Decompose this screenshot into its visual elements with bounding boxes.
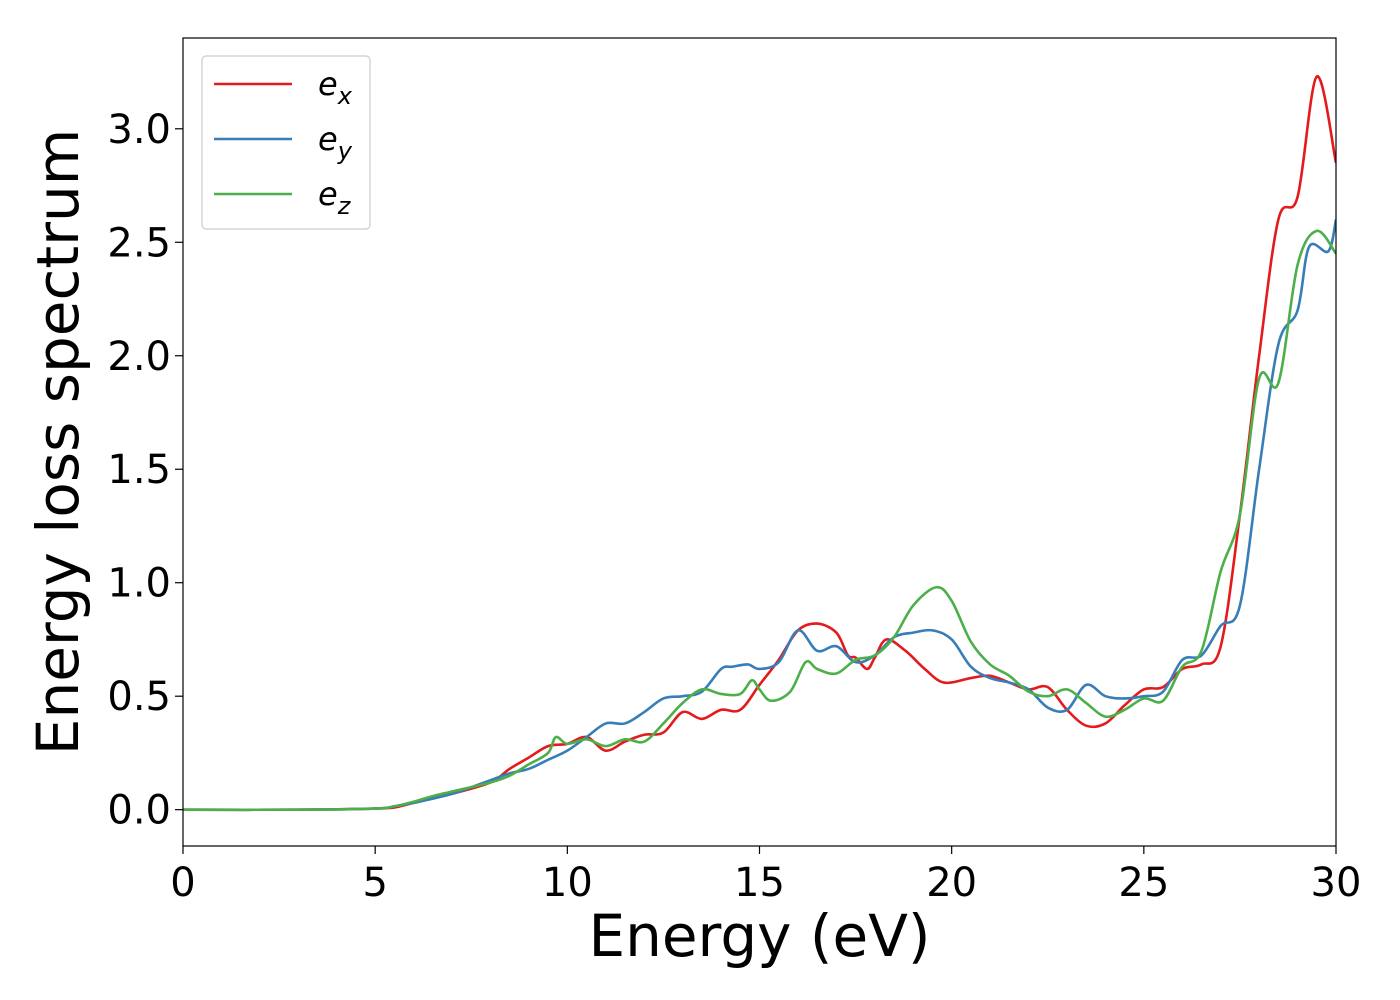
y-tick-label: 0.0 [107, 788, 171, 834]
y-tick-label: 2.0 [107, 334, 171, 380]
ticks-layer: 0 5 10 15 20 25 30 0.0 0.5 1.0 1.5 2.0 2.5 3.0 [107, 107, 1361, 906]
y-tick-label: 3.0 [107, 107, 171, 153]
y-tick-label: 0.5 [107, 674, 171, 720]
x-tick-label: 10 [542, 860, 593, 906]
y-tick-label: 2.5 [107, 220, 171, 266]
legend-box [201, 55, 371, 230]
x-tick-label: 20 [926, 860, 977, 906]
x-tick-label: 25 [1118, 860, 1169, 906]
x-tick-label: 30 [1311, 860, 1362, 906]
y-axis-label: Energy loss spectrum [24, 129, 92, 755]
x-tick-label: 5 [362, 860, 387, 906]
series-line-e-y [183, 219, 1336, 812]
x-tick-label: 0 [170, 860, 195, 906]
y-tick-label: 1.0 [107, 561, 171, 607]
x-axis-label: Energy (eV) [588, 902, 930, 970]
y-tick-label: 1.5 [107, 447, 171, 493]
series-line-e-z [183, 229, 1336, 812]
x-tick-label: 15 [734, 860, 785, 906]
series-line-e-x [183, 75, 1336, 812]
series-layer [183, 75, 1336, 812]
